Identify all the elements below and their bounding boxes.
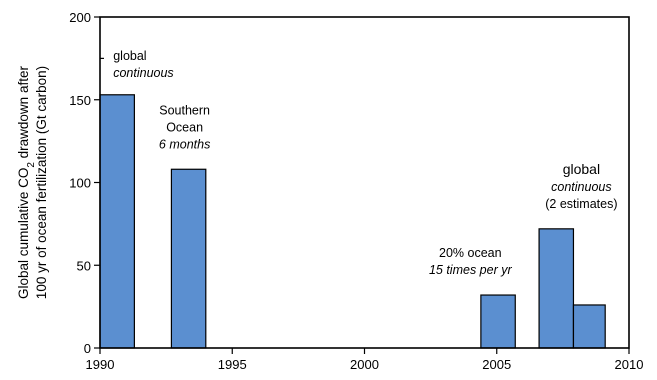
ann-global-2007-line-2: continuous <box>551 180 611 194</box>
x-tick-label-1995: 1995 <box>218 357 247 372</box>
ann-global-2007-line-1: global <box>563 161 600 177</box>
y-axis-label: Global cumulative CO2 drawdown after 100 … <box>16 66 49 300</box>
x-tick-label-2000: 2000 <box>350 357 379 372</box>
ann-20pct-ocean-line-1: 20% ocean <box>439 246 502 260</box>
y-tick-label-200: 200 <box>69 10 91 25</box>
y-tick-label-100: 100 <box>69 176 91 191</box>
ann-global-2007-line-3: (2 estimates) <box>545 197 617 211</box>
ann-southern-ocean-line-1: Southern <box>159 104 210 118</box>
bar-1 <box>100 95 134 348</box>
ann-southern-ocean-line-2: Ocean <box>166 121 203 135</box>
ann-southern-ocean-line-3: 6 months <box>159 138 210 152</box>
y-tick-label-0: 0 <box>84 341 91 356</box>
ann-global-1991-line-1: global <box>113 49 146 63</box>
y-tick-label-50: 50 <box>77 258 91 273</box>
bar-4 <box>539 229 573 348</box>
x-tick-label-2010: 2010 <box>615 357 644 372</box>
y-tick-label-150: 150 <box>69 93 91 108</box>
ann-20pct-ocean-line-2: 15 times per yr <box>429 263 513 277</box>
bar-2 <box>171 169 205 348</box>
x-tick-label-1990: 1990 <box>86 357 115 372</box>
x-tick-label-2005: 2005 <box>482 357 511 372</box>
bar-5 <box>573 305 605 348</box>
bar-3 <box>481 295 515 348</box>
y-axis-label-line2: 100 yr of ocean fertilization (Gt carbon… <box>34 66 49 299</box>
ann-global-1991-line-2: continuous <box>113 66 173 80</box>
